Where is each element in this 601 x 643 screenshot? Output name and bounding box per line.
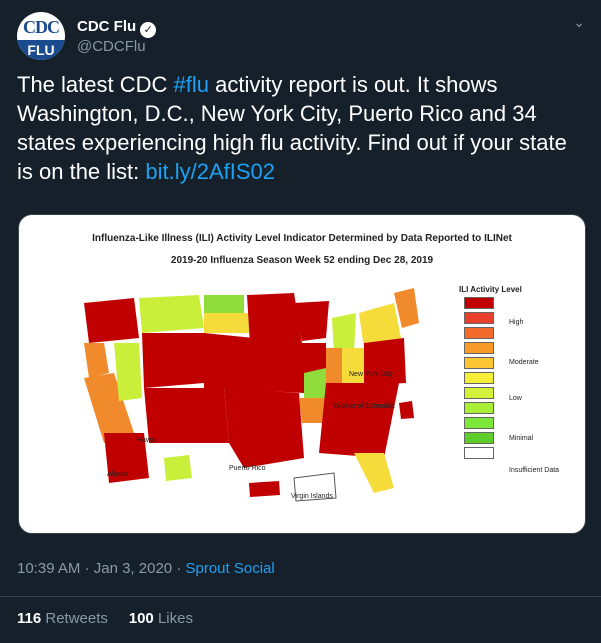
legend-swatch [464,372,494,384]
legend-swatch [464,387,494,399]
map-title: Influenza-Like Illness (ILI) Activity Le… [92,233,512,244]
media-card[interactable]: Influenza-Like Illness (ILI) Activity Le… [18,214,586,534]
likes-count: 100 [128,610,154,627]
region-maine [394,288,419,328]
map-subtitle: 2019-20 Influenza Season Week 52 ending … [170,255,434,266]
verified-icon: ✓ [140,22,157,38]
legend-swatch [464,417,494,429]
url-link[interactable]: bit.ly/2AfIS02 [145,159,276,184]
region-wisconsin [294,301,329,341]
tweet-stats: 116 Retweets 100 Likes [17,610,193,627]
region-nyc [374,348,396,375]
legend-insufficient: Insufficient Data [509,467,560,474]
legend-swatch [464,432,494,444]
legend-moderate: Moderate [509,359,539,366]
legend-swatch [464,312,494,324]
legend-swatch [464,297,494,309]
region-southeast [319,383,399,458]
region-puerto-rico [249,481,280,497]
region-north-dakota [204,295,244,313]
region-michigan [332,313,356,355]
region-west [84,298,139,343]
region-hawaii [164,455,192,481]
region-mountain [142,333,204,388]
region-florida [354,453,394,493]
tweet-text-part2: activity report is out. It shows Washing… [17,72,567,184]
legend-title: ILI Activity Level [459,285,522,294]
label-alaska: Alaska [107,471,129,478]
tweet-source[interactable]: Sprout Social [185,560,275,577]
region-montana [139,295,204,333]
region-northeast [359,303,402,348]
tweet-text-part1: The latest CDC [17,72,174,97]
region-plains [204,333,304,393]
legend-swatch [464,342,494,354]
legend [464,297,494,462]
meta-separator: · [84,560,90,577]
legend-low: Low [509,395,522,402]
tweet-meta: 10:39 AM · Jan 3, 2020 · Sprout Social [17,560,275,577]
region-texas [224,388,304,468]
region-ohio [342,348,364,383]
avatar[interactable]: CDC FLU [17,12,65,60]
legend-high: High [509,319,524,326]
region-alaska [104,433,149,483]
display-name-text[interactable]: CDC Flu [77,18,137,35]
region-missouri [304,368,326,398]
tweet-time[interactable]: 10:39 AM [17,560,81,577]
us-map [84,288,419,502]
legend-swatch [464,402,494,414]
region-nevada [114,343,142,401]
chevron-down-icon[interactable]: ⌄ [573,14,585,30]
user-handle[interactable]: @CDCFlu [77,38,146,55]
map-regions [84,288,419,502]
label-puerto-rico: Puerto Rico [229,465,266,472]
label-dc: District of Columbia [334,403,395,410]
region-arkansas [299,398,326,423]
label-virgin-islands: Virgin Islands [291,493,333,500]
retweets-count: 116 [17,610,42,627]
display-name[interactable]: CDC Flu ✓ [77,18,157,38]
retweets-link[interactable]: 116 Retweets [17,610,108,627]
region-southwest [144,388,229,443]
label-nyc: New York City [349,371,393,378]
divider [0,596,601,597]
avatar-logo-bottom: FLU [17,40,65,60]
legend-swatch [464,447,494,459]
label-hawaii: Hawaii [137,437,159,444]
likes-link[interactable]: 100 Likes [129,610,193,627]
tweet-text: The latest CDC #flu activity report is o… [17,70,587,186]
retweets-label: Retweets [45,610,108,627]
region-south-dakota [204,313,249,333]
legend-minimal: Minimal [509,435,534,442]
tweet-header: CDC FLU CDC Flu ✓ @CDCFlu ⌄ [17,12,587,62]
likes-label: Likes [157,610,193,627]
avatar-logo-top: CDC [23,17,60,37]
tweet-date[interactable]: Jan 3, 2020 [93,560,173,577]
region-indiana [326,348,342,388]
region-minnesota [247,293,302,345]
meta-separator-2: · [176,560,182,577]
region-california [84,373,134,443]
region-dc [399,401,414,419]
legend-swatch [464,327,494,339]
legend-swatch [464,357,494,369]
region-oregon [84,343,109,378]
region-virgin-islands [293,472,337,502]
hashtag-link[interactable]: #flu [173,72,209,97]
